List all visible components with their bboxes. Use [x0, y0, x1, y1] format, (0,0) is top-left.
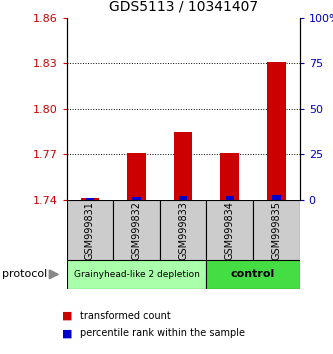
Bar — [220, 153, 239, 200]
Text: GSM999832: GSM999832 — [132, 201, 142, 259]
Bar — [132, 197, 141, 200]
Bar — [81, 199, 99, 200]
Bar — [86, 198, 94, 200]
Bar — [267, 62, 286, 200]
Bar — [253, 200, 300, 260]
Text: GSM999834: GSM999834 — [225, 201, 235, 259]
Text: GSM999835: GSM999835 — [271, 201, 281, 259]
Bar — [225, 196, 234, 200]
Text: control: control — [231, 269, 275, 279]
Bar — [113, 200, 160, 260]
Text: transformed count: transformed count — [80, 311, 171, 321]
Bar — [272, 195, 281, 200]
Text: percentile rank within the sample: percentile rank within the sample — [80, 329, 245, 338]
Bar — [179, 196, 187, 200]
Bar — [206, 260, 300, 289]
Text: protocol: protocol — [2, 269, 47, 279]
Text: GSM999831: GSM999831 — [85, 201, 95, 259]
Text: ■: ■ — [62, 329, 72, 338]
Bar — [160, 200, 206, 260]
Bar — [174, 132, 192, 200]
Bar — [67, 200, 113, 260]
Text: GSM999833: GSM999833 — [178, 201, 188, 259]
Text: ■: ■ — [62, 311, 72, 321]
Bar — [206, 200, 253, 260]
Text: Grainyhead-like 2 depletion: Grainyhead-like 2 depletion — [74, 270, 199, 279]
Bar — [127, 153, 146, 200]
Title: GDS5113 / 10341407: GDS5113 / 10341407 — [109, 0, 258, 14]
Bar — [67, 260, 206, 289]
